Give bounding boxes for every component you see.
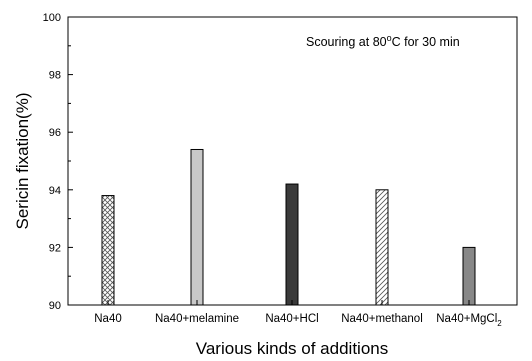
x-tick-label-text: Na40+HCl	[265, 313, 318, 325]
x-tick-label-subscript: 2	[497, 319, 502, 328]
x-tick-label: Na40+MgCl2	[436, 313, 502, 328]
x-tick-label: Na40+melamine	[155, 313, 239, 325]
x-tick-label: Na40+methanol	[341, 313, 423, 325]
y-tick-label: 96	[49, 127, 61, 139]
y-tick-label: 98	[49, 70, 61, 82]
x-tick-label-text: Na40	[94, 313, 122, 325]
annotation-superscript: o	[387, 33, 392, 43]
bar-2	[285, 183, 299, 306]
bar-group	[101, 148, 476, 306]
annotation-prefix: Scouring at 80	[306, 35, 387, 49]
y-tick-label: 100	[43, 12, 61, 24]
y-tick-label: 92	[49, 242, 61, 254]
x-tick-label: Na40+HCl	[265, 313, 318, 325]
y-tick-label: 90	[49, 300, 61, 312]
scouring-annotation: Scouring at 80oC for 30 min	[306, 33, 460, 49]
y-axis-ticks: 90 92 94 96 98 100	[43, 12, 73, 312]
x-tick-label: Na40	[94, 313, 122, 325]
y-tick-label: 94	[49, 185, 61, 197]
bar-3	[375, 189, 389, 306]
x-tick-label-text: Na40+melamine	[155, 313, 239, 325]
x-axis-title: Various kinds of additions	[196, 339, 388, 358]
x-tick-label-text: Na40+MgCl	[436, 313, 497, 325]
y-axis-title: Sericin fixation(%)	[13, 93, 32, 230]
x-axis-ticks: Na40 Na40+melamine Na40+HCl Na40+methanol Na…	[94, 300, 502, 328]
bar-0	[101, 195, 115, 306]
bar-1	[190, 148, 204, 306]
annotation-suffix: C for 30 min	[392, 35, 460, 49]
x-tick-label-text: Na40+methanol	[341, 313, 423, 325]
bar-4	[462, 246, 476, 306]
